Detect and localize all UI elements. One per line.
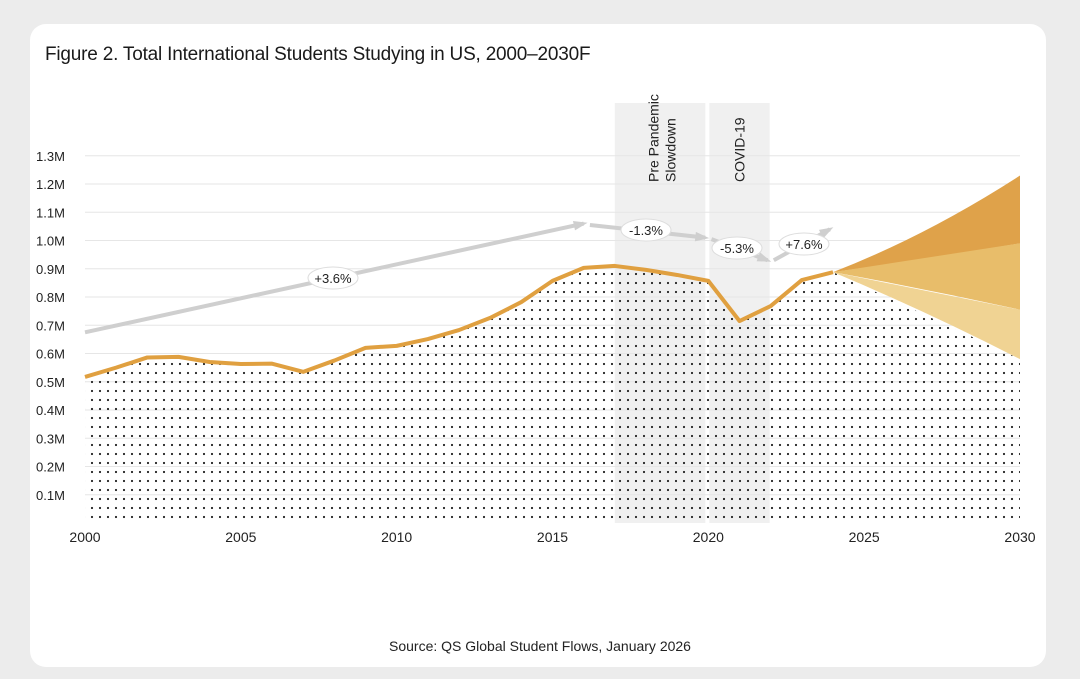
period-label: Pre PandemicSlowdown: [646, 94, 679, 182]
trend-badge: [620, 218, 672, 242]
x-tick-label: 2030: [1004, 529, 1035, 545]
forecast-band-low: [833, 272, 1020, 360]
trend-badge: [307, 266, 359, 290]
trend-label: -5.3%: [720, 241, 754, 256]
period-label: COVID-19: [732, 117, 748, 182]
y-tick-label: 0.4M: [36, 403, 65, 418]
y-tick-label: 0.5M: [36, 375, 65, 390]
y-tick-label: 0.2M: [36, 460, 65, 475]
x-tick-label: 2015: [537, 529, 568, 545]
arrow-head-icon: [694, 231, 710, 242]
y-tick-label: 1.1M: [36, 205, 65, 220]
trend-label: +3.6%: [314, 271, 352, 286]
y-tick-label: 0.7M: [36, 318, 65, 333]
y-tick-label: 0.9M: [36, 262, 65, 277]
trend-label: +7.6%: [785, 237, 823, 252]
trend-label: -1.3%: [629, 223, 663, 238]
forecast-band-high: [833, 175, 1020, 273]
x-tick-label: 2000: [69, 529, 100, 545]
trend-badge: [711, 236, 763, 260]
arrow-head-icon: [756, 252, 772, 262]
x-tick-label: 2005: [225, 529, 256, 545]
trend-badge: [778, 232, 830, 256]
forecast-band-mid: [833, 243, 1020, 310]
x-tick-label: 2010: [381, 529, 412, 545]
y-tick-label: 1.3M: [36, 149, 65, 164]
y-tick-label: 0.8M: [36, 290, 65, 305]
y-tick-label: 1.2M: [36, 177, 65, 192]
y-tick-label: 0.3M: [36, 431, 65, 446]
x-tick-label: 2020: [693, 529, 724, 545]
arrow-head-icon: [818, 227, 834, 239]
chart-title: Figure 2. Total International Students S…: [45, 44, 591, 65]
y-tick-label: 1.0M: [36, 234, 65, 249]
y-tick-label: 0.6M: [36, 347, 65, 362]
arrow-head-icon: [572, 220, 588, 231]
x-tick-label: 2025: [849, 529, 880, 545]
historical-area: [85, 265, 1020, 523]
y-tick-label: 0.1M: [36, 488, 65, 503]
source-note: Source: QS Global Student Flows, January…: [389, 638, 691, 654]
historical-line: [84, 263, 834, 379]
